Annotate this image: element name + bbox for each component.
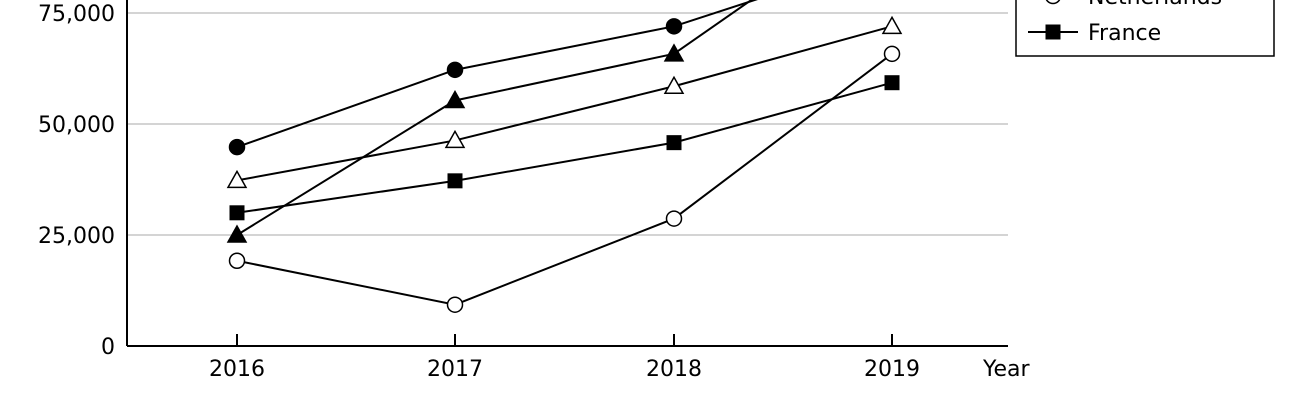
y-tick-label: 50,000 bbox=[38, 113, 115, 138]
legend-entry: France bbox=[1028, 21, 1161, 46]
data-point bbox=[444, 89, 466, 109]
data-point bbox=[444, 129, 466, 149]
legend-marker bbox=[1045, 24, 1061, 40]
series-3 bbox=[226, 15, 903, 189]
data-point bbox=[228, 252, 246, 270]
data-point bbox=[665, 18, 683, 35]
legend-marker bbox=[1045, 0, 1061, 5]
series bbox=[226, 0, 903, 313]
series-line bbox=[236, 25, 893, 182]
series-4 bbox=[228, 45, 901, 313]
x-tick-label: 2017 bbox=[427, 357, 483, 382]
x-tick-label: 2019 bbox=[864, 357, 920, 382]
legend-label: Netherlands bbox=[1088, 0, 1222, 10]
series-line bbox=[236, 53, 893, 306]
legend: Netherlands France bbox=[1015, 0, 1275, 57]
data-point bbox=[229, 205, 245, 221]
series-line bbox=[236, 0, 758, 149]
data-point bbox=[663, 75, 685, 95]
series-1 bbox=[228, 0, 758, 156]
data-point bbox=[446, 61, 464, 79]
data-point bbox=[228, 138, 246, 156]
grid bbox=[127, 12, 1008, 236]
legend-entry: Netherlands bbox=[1045, 0, 1222, 10]
data-point bbox=[883, 45, 901, 63]
data-point bbox=[666, 135, 682, 151]
x-tick-label: 2016 bbox=[209, 357, 265, 382]
series-line bbox=[236, 81, 893, 214]
series-5 bbox=[229, 75, 900, 221]
data-point bbox=[881, 15, 903, 35]
x-ticks: 2016 2017 2018 2019 bbox=[209, 334, 920, 382]
y-tick-label: 25,000 bbox=[38, 224, 115, 249]
data-point bbox=[665, 210, 683, 227]
y-ticks: 0 25,000 50,000 75,000 bbox=[38, 2, 115, 360]
data-point bbox=[663, 43, 685, 62]
data-point bbox=[226, 224, 248, 243]
data-point bbox=[447, 173, 463, 189]
data-point bbox=[226, 169, 248, 189]
series-2 bbox=[226, 0, 754, 243]
y-tick-label: 0 bbox=[101, 335, 115, 360]
axes bbox=[126, 0, 1008, 347]
x-tick-label: 2018 bbox=[646, 357, 702, 382]
y-tick-label: 75,000 bbox=[38, 2, 115, 27]
x-axis-label: Year bbox=[982, 357, 1031, 382]
legend-label: France bbox=[1088, 21, 1161, 46]
data-point bbox=[884, 75, 900, 91]
data-point bbox=[446, 296, 464, 313]
series-line bbox=[236, 0, 754, 236]
